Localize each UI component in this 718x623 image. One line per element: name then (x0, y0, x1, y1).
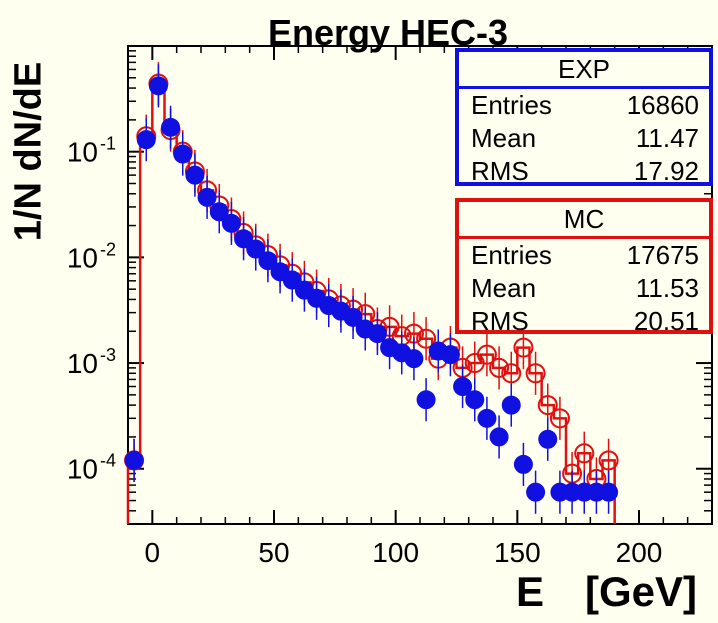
stats-box-title: EXP (459, 52, 709, 89)
exp-point (513, 454, 533, 474)
exp-point (148, 76, 168, 96)
stats-box-exp: EXP Entries 16860 Mean 11.47 RMS 17.92 (455, 48, 713, 186)
exp-point (343, 307, 363, 327)
exp-point (453, 377, 473, 397)
stats-value: 17.92 (633, 156, 699, 186)
stats-key: Entries (471, 240, 552, 270)
exp-point (538, 429, 558, 449)
exp-point (489, 427, 509, 447)
stats-row: Entries 17675 (459, 239, 709, 272)
chart-title: Energy HEC-3 (268, 12, 509, 53)
stats-row: Mean 11.47 (459, 122, 709, 155)
stats-value: 11.47 (635, 123, 699, 153)
mc-point (513, 337, 534, 358)
x-tick-label: 0 (145, 537, 161, 568)
exp-point (404, 349, 424, 369)
exp-point (136, 130, 156, 150)
x-axis-label: E (516, 568, 545, 615)
y-tick-exponent: -2 (100, 239, 116, 259)
exp-point (234, 229, 254, 249)
exp-point (246, 239, 266, 259)
y-tick-exponent: -4 (100, 451, 116, 471)
y-tick-exponent: -3 (100, 345, 116, 365)
exp-point (173, 144, 193, 164)
exp-point (526, 482, 546, 502)
exp-point (161, 117, 181, 137)
mc-point (501, 363, 522, 384)
stats-key: Mean (471, 273, 537, 303)
stats-value: 17675 (626, 240, 699, 270)
exp-point (367, 324, 387, 344)
stats-row: Mean 11.53 (459, 272, 709, 305)
exp-point (197, 187, 217, 207)
y-tick-label: 10 (67, 242, 98, 273)
mc-point (574, 443, 595, 464)
y-tick-exponent: -1 (100, 134, 116, 154)
y-tick-label: 10 (67, 137, 98, 168)
mc-point (416, 328, 437, 349)
exp-point (258, 251, 278, 271)
stats-box-title: MC (459, 202, 709, 239)
stats-box-mc: MC Entries 17675 Mean 11.53 RMS 20.51 (455, 198, 713, 336)
stats-row: RMS 20.51 (459, 305, 709, 338)
stats-row: Entries 16860 (459, 89, 709, 122)
x-axis-unit: [GeV] (585, 568, 698, 615)
exp-point (209, 202, 229, 222)
exp-point (185, 165, 205, 185)
exp-point (416, 390, 436, 410)
mc-point (476, 344, 497, 365)
exp-point (477, 408, 497, 428)
stats-row: RMS 17.92 (459, 155, 709, 188)
mc-point (549, 408, 570, 429)
stats-value: 11.53 (635, 273, 699, 303)
exp-point (440, 345, 460, 365)
mc-point (598, 450, 619, 471)
stats-value: 20.51 (633, 306, 699, 336)
exp-point (501, 395, 521, 415)
mc-point (525, 363, 546, 384)
mc-point (489, 357, 510, 378)
stats-key: RMS (471, 156, 529, 186)
exp-point (221, 213, 241, 233)
stats-key: Entries (471, 90, 552, 120)
y-tick-label: 10 (67, 348, 98, 379)
mc-point (537, 395, 558, 416)
x-tick-label: 50 (258, 537, 289, 568)
x-tick-label: 200 (616, 537, 663, 568)
stats-key: RMS (471, 306, 529, 336)
exp-series (124, 64, 619, 514)
stats-key: Mean (471, 123, 537, 153)
y-tick-label: 10 (67, 454, 98, 485)
exp-point (599, 482, 619, 502)
y-axis-label: 1/N dN/dE (7, 61, 50, 242)
stats-value: 16860 (626, 90, 699, 120)
exp-point (465, 390, 485, 410)
x-tick-label: 100 (372, 537, 419, 568)
x-tick-label: 150 (494, 537, 541, 568)
exp-point (124, 450, 144, 470)
